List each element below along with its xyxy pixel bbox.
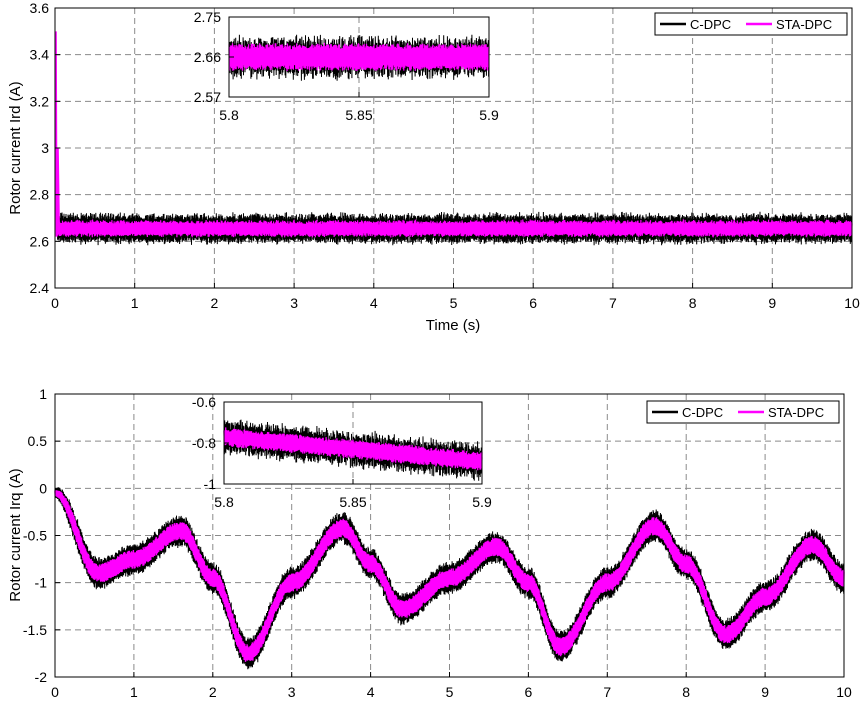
y-tick-label: -2 [35, 669, 48, 685]
series-line-c-dpc-2 [56, 214, 853, 243]
x-tick-label: 0 [51, 684, 59, 700]
y-tick-label: 3.4 [30, 47, 50, 63]
legend-label-c-dpc: C-DPC [682, 405, 723, 420]
tick-labels: 0 1 2 3 4 5 6 7 8 9 10 -2 -1.5 -1 -0.5 0 0.5 1 [23, 386, 852, 700]
x-tick-label: 4 [370, 295, 378, 311]
y-tick-label: 0 [39, 480, 47, 496]
x-tick-label: 3 [290, 295, 298, 311]
inset-series-sta-dpc-2 [228, 46, 490, 68]
data-series [54, 31, 853, 246]
tick-labels: 0 1 2 3 4 5 6 7 8 9 10 2.4 2.6 2.8 3 3.2 3.4 3.6 [30, 0, 860, 311]
y-tick-label: 3.6 [30, 0, 50, 16]
y-tick-label: -1 [204, 476, 217, 492]
y-tick-label: -0.6 [192, 394, 216, 410]
x-tick-label: 3 [288, 684, 296, 700]
legend: C-DPC STA-DPC [654, 12, 848, 36]
x-tick-label: 1 [130, 684, 138, 700]
x-tick-label: 8 [689, 295, 697, 311]
y-tick-label: 2.57 [194, 89, 221, 105]
x-tick-label: 6 [525, 684, 533, 700]
inset-plot: 5.8 5.85 5.9 2.57 2.66 2.75 [194, 9, 499, 123]
x-tick-label: 10 [836, 684, 852, 700]
data-series [54, 487, 845, 670]
x-tick-label: 2 [211, 295, 219, 311]
x-tick-label: 5.8 [214, 494, 234, 510]
y-tick-label: 2.6 [30, 233, 50, 249]
x-axis-label: Time (s) [426, 317, 480, 334]
y-axis-label: Rotor current Irq (A) [7, 468, 24, 601]
y-tick-label: 2.8 [30, 187, 50, 203]
grid [55, 394, 844, 677]
x-tick-label: 5 [446, 684, 454, 700]
inset-series-sta-dpc-2 [223, 430, 483, 468]
y-tick-label: 1 [39, 386, 47, 402]
inset-data [223, 419, 483, 481]
legend-label-sta-dpc: STA-DPC [776, 17, 832, 32]
legend: C-DPC STA-DPC [646, 400, 840, 424]
x-tick-label: 1 [131, 295, 139, 311]
chart-ird: 0 1 2 3 4 5 6 7 8 9 10 2.4 2.6 2.8 3 3.2 3.4 3.6 Time (s)… [7, 0, 860, 334]
x-tick-label: 9 [768, 295, 776, 311]
y-axis-label: Rotor current Ird (A) [7, 81, 24, 214]
y-tick-label: -0.8 [192, 435, 216, 451]
x-tick-label: 5.85 [339, 494, 366, 510]
inset-data [228, 34, 490, 81]
y-tick-label: -0.5 [23, 528, 47, 544]
x-tick-label: 2 [209, 684, 217, 700]
x-tick-label: 4 [367, 684, 375, 700]
inset-tick-labels: 5.8 5.85 5.9 -1 -0.8 -0.6 [192, 394, 492, 510]
x-tick-label: 9 [761, 684, 769, 700]
legend-label-c-dpc: C-DPC [690, 17, 731, 32]
y-tick-label: 3 [41, 140, 49, 156]
x-tick-label: 10 [844, 295, 860, 311]
inset-plot: 5.8 5.85 5.9 -1 -0.8 -0.6 [192, 394, 492, 510]
series-line-c-dpc-2 [54, 489, 845, 667]
y-tick-label: 0.5 [28, 433, 48, 449]
x-tick-label: 5.9 [479, 107, 499, 123]
y-tick-label: 2.66 [194, 49, 221, 65]
inset-tick-labels: 5.8 5.85 5.9 2.57 2.66 2.75 [194, 9, 499, 123]
x-tick-label: 5.85 [345, 107, 372, 123]
x-tick-label: 5.8 [219, 107, 239, 123]
x-tick-label: 7 [609, 295, 617, 311]
x-tick-label: 5 [450, 295, 458, 311]
initial-spike-sta-dpc [54, 31, 60, 237]
series-line-sta-dpc-2 [56, 221, 853, 236]
series-line-sta-dpc-2 [54, 490, 845, 660]
x-tick-label: 8 [682, 684, 690, 700]
x-tick-label: 6 [529, 295, 537, 311]
y-tick-label: 3.2 [30, 93, 50, 109]
x-tick-label: 0 [51, 295, 59, 311]
y-tick-label: 2.4 [30, 280, 50, 296]
y-tick-label: -1.5 [23, 622, 47, 638]
x-tick-label: 5.9 [472, 494, 492, 510]
chart-irq: 0 1 2 3 4 5 6 7 8 9 10 -2 -1.5 -1 -0.5 0 0.5 1 Rotor curr… [7, 386, 852, 700]
x-tick-label: 7 [603, 684, 611, 700]
y-tick-label: 2.75 [194, 9, 221, 25]
legend-label-sta-dpc: STA-DPC [768, 405, 824, 420]
inset-series-sta-dpc [223, 427, 483, 471]
y-tick-label: -1 [35, 575, 48, 591]
